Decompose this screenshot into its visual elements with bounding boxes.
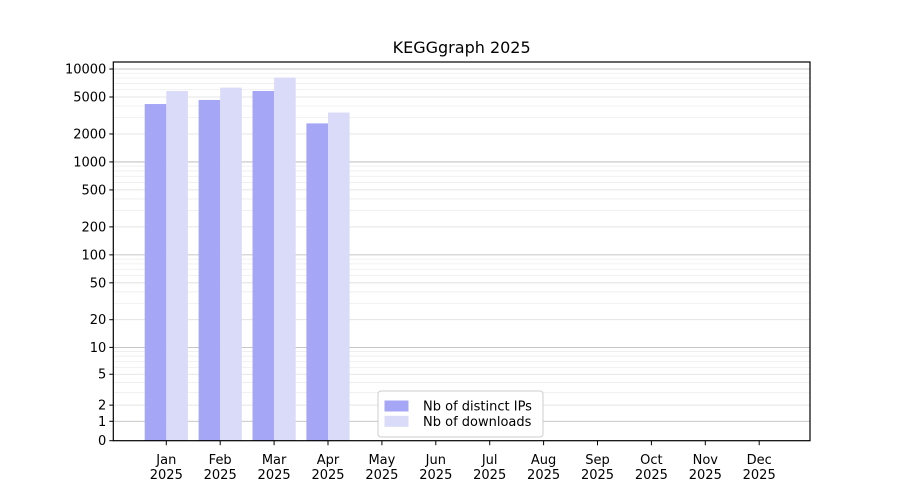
y-tick-label-100: 100	[81, 248, 106, 263]
bar-downloads-jan	[166, 91, 188, 441]
x-tick-label-nov: Nov 2025	[689, 453, 722, 483]
x-tick-label-jan: Jan 2025	[150, 453, 183, 483]
x-tick-label-jun: Jun 2025	[419, 453, 452, 483]
y-tick-label-200: 200	[81, 220, 106, 235]
y-tick-label-5000: 5000	[73, 90, 106, 105]
y-tick-label-2000: 2000	[73, 127, 106, 142]
x-tick-label-jul: Jul 2025	[473, 453, 506, 483]
legend-box	[377, 390, 544, 438]
y-tick-label-2: 2	[98, 399, 106, 414]
y-tick-label-500: 500	[81, 183, 106, 198]
legend-swatch-downloads	[384, 415, 409, 427]
legend-swatch-distinct-ips	[384, 400, 409, 412]
chart-title: KEGGgraph 2025	[393, 38, 531, 57]
y-tick-label-10: 10	[90, 341, 107, 356]
y-tick-label-1000: 1000	[73, 155, 106, 170]
bar-downloads-apr	[328, 112, 350, 441]
y-tick-label-1: 1	[98, 415, 106, 430]
bar-downloads-mar	[274, 77, 296, 441]
x-tick-label-aug: Aug 2025	[527, 453, 560, 483]
y-tick-label-50: 50	[90, 276, 107, 291]
plot-frame	[112, 61, 811, 442]
y-tick-label-10000: 10000	[65, 63, 106, 78]
x-axis-ticks: Jan 2025 Feb 2025 Mar 2025 Apr 2025 May 2025 Jun 20…	[150, 440, 776, 483]
x-tick-label-feb: Feb 2025	[204, 453, 237, 483]
bar-distinct-ips-apr	[306, 123, 328, 441]
bar-downloads-feb	[220, 87, 242, 441]
x-tick-label-dec: Dec 2025	[743, 453, 776, 483]
x-tick-label-mar: Mar 2025	[258, 453, 291, 483]
legend-label-distinct-ips: Nb of distinct IPs	[423, 400, 532, 415]
bars	[144, 77, 350, 441]
y-tick-label-20: 20	[90, 313, 107, 328]
bar-distinct-ips-jan	[144, 104, 167, 441]
bar-distinct-ips-feb	[198, 99, 221, 441]
bar-distinct-ips-mar	[252, 91, 275, 441]
legend: Nb of distinct IPs Nb of downloads	[377, 390, 544, 438]
x-tick-label-apr: Apr 2025	[311, 453, 344, 483]
x-tick-label-oct: Oct 2025	[635, 453, 668, 483]
y-tick-label-5: 5	[98, 368, 106, 383]
x-tick-label-sep: Sep 2025	[581, 453, 614, 483]
y-tick-label-0: 0	[98, 434, 106, 449]
legend-label-downloads: Nb of downloads	[423, 415, 532, 430]
x-tick-label-may: May 2025	[365, 453, 398, 483]
